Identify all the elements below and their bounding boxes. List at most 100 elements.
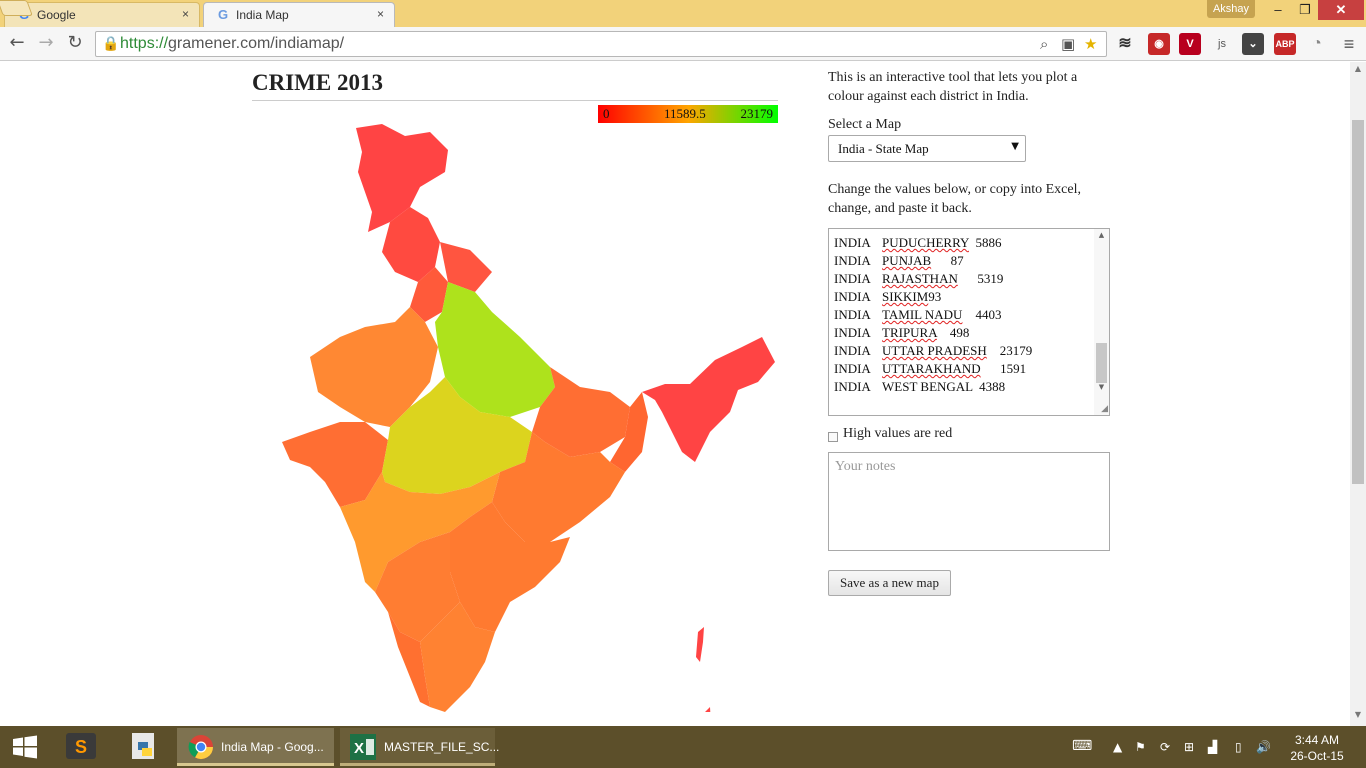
excel-icon: X	[350, 734, 376, 760]
taskbar-excel-window[interactable]: X MASTER_FILE_SC...	[340, 728, 499, 766]
url-text: https://gramener.com/indiamap/	[120, 35, 345, 52]
adblock-extension-icon[interactable]: ABP	[1274, 33, 1296, 55]
data-textarea[interactable]: INDIA PUDUCHERRY 5886 INDIA PUNJAB 87 INDI…	[828, 228, 1110, 416]
region-chhattisgarh-odisha[interactable]	[492, 432, 625, 542]
data-row: INDIA TRIPURA 498	[834, 325, 970, 340]
legend-max: 23179	[740, 106, 774, 121]
region-northeast[interactable]	[642, 337, 775, 462]
vivaldi-extension-icon[interactable]: V	[1179, 33, 1201, 55]
battery-icon[interactable]: ▯	[1235, 740, 1242, 754]
region-tamil-nadu[interactable]	[420, 602, 495, 712]
scroll-down-icon[interactable]: ▼	[1098, 383, 1105, 391]
notes-textarea[interactable]: Your notes	[828, 452, 1110, 551]
profile-button[interactable]: Akshay	[1207, 0, 1255, 18]
region-telangana-andhra[interactable]	[450, 502, 570, 632]
region-gujarat[interactable]	[282, 422, 388, 507]
map-select-dropdown[interactable]: India - State Map ▼	[828, 135, 1026, 162]
tab-title: India Map	[236, 8, 289, 22]
minimize-button[interactable]: –	[1274, 2, 1282, 17]
menu-icon[interactable]: ≡	[1343, 34, 1355, 54]
map-select-value: India - State Map	[838, 141, 929, 156]
region-haryana-delhi[interactable]	[410, 267, 448, 322]
windows-tray-icon[interactable]: ⊞	[1184, 740, 1195, 754]
page-action-icon[interactable]: ▣	[1061, 35, 1076, 53]
sublime-text-icon[interactable]: S	[60, 730, 104, 764]
india-map[interactable]	[270, 122, 790, 712]
region-kerala[interactable]	[388, 612, 430, 707]
select-map-label: Select a Map	[828, 117, 902, 132]
textarea-scroll-thumb[interactable]	[1096, 343, 1107, 383]
extension-red-icon[interactable]: ◉	[1148, 33, 1170, 55]
show-hidden-icons-icon[interactable]: ▲	[1113, 740, 1123, 754]
zoom-icon[interactable]: ⌕	[1040, 35, 1049, 53]
tab-title: Google	[37, 8, 76, 22]
tab-india-map[interactable]: G India Map ×	[203, 2, 395, 28]
close-tab-icon[interactable]: ×	[181, 7, 189, 21]
data-row: INDIA UTTAR PRADESH 23179	[834, 343, 1033, 358]
network-icon[interactable]: ▟	[1208, 740, 1218, 754]
lock-icon: 🔒	[102, 36, 120, 52]
clock-time: 3:44 AM	[1294, 733, 1340, 747]
action-center-flag-icon[interactable]: ⚑	[1135, 740, 1146, 754]
task-label: India Map - Goog...	[221, 740, 324, 754]
forward-icon[interactable]: →	[38, 32, 54, 53]
data-row: INDIA UTTARAKHAND 1591	[834, 361, 1027, 376]
save-map-button[interactable]: Save as a new map	[828, 570, 951, 596]
region-islands[interactable]	[696, 627, 711, 712]
python-icon[interactable]	[122, 730, 166, 764]
reload-icon[interactable]: ↻	[67, 32, 83, 53]
title-divider	[252, 100, 778, 101]
map-title: CRIME 2013	[252, 70, 383, 95]
region-madhya-pradesh[interactable]	[382, 377, 532, 494]
change-values-text: Change the values below, or copy into Ex…	[828, 182, 1081, 216]
legend-mid: 11589.5	[664, 106, 706, 121]
intro-text: This is an interactive tool that lets yo…	[828, 70, 1078, 104]
windows-start-icon[interactable]	[0, 726, 50, 768]
region-rajasthan[interactable]	[310, 307, 438, 427]
textarea-scrollbar[interactable]: ▲ ▼	[1094, 229, 1109, 415]
data-row: INDIA WEST BENGAL 4388	[834, 379, 1006, 394]
color-legend: 0 11589.5 23179	[598, 105, 778, 123]
volume-icon[interactable]: 🔊	[1256, 740, 1271, 754]
high-values-label: High values are red	[843, 426, 953, 441]
region-himachal-punjab[interactable]	[382, 207, 440, 282]
close-tab-icon[interactable]: ×	[376, 7, 384, 21]
data-row: INDIA RAJASTHAN 5319	[834, 271, 1004, 286]
close-window-button[interactable]: ✕	[1318, 0, 1364, 20]
tab-google[interactable]: G Google ×	[4, 2, 200, 28]
region-uttar-pradesh[interactable]	[435, 282, 555, 417]
svg-text:S: S	[75, 737, 87, 757]
high-values-checkbox[interactable]	[828, 432, 838, 442]
scroll-down-icon[interactable]: ▼	[1354, 710, 1362, 719]
region-jammu-kashmir[interactable]	[356, 124, 448, 232]
task-label: MASTER_FILE_SC...	[384, 740, 500, 754]
resize-grip-icon[interactable]: ◢	[1101, 404, 1108, 414]
region-karnataka[interactable]	[375, 532, 460, 642]
bookmark-star-icon[interactable]: ★	[1084, 35, 1098, 53]
address-bar[interactable]: 🔒 https://gramener.com/indiamap/ ⌕ ▣ ★	[95, 31, 1107, 57]
page-scroll-thumb[interactable]	[1352, 120, 1364, 484]
region-maharashtra[interactable]	[340, 472, 500, 592]
scroll-up-icon[interactable]: ▲	[1098, 231, 1105, 239]
new-tab-button[interactable]	[0, 0, 33, 16]
chrome-icon	[188, 735, 213, 760]
region-west-bengal[interactable]	[610, 392, 648, 472]
region-bihar-jharkhand[interactable]	[532, 367, 630, 457]
data-row: INDIA PUDUCHERRY 5886	[834, 235, 1002, 250]
sync-tray-icon[interactable]: ⟳	[1160, 740, 1171, 754]
system-clock[interactable]: 3:44 AM 26-Oct-15	[1284, 732, 1350, 764]
dropdown-arrow-icon: ▼	[1011, 141, 1019, 152]
svg-text:X: X	[354, 740, 364, 757]
keyboard-icon[interactable]: ⌨	[1072, 738, 1093, 754]
region-uttarakhand[interactable]	[440, 242, 492, 292]
taskbar-chrome-window[interactable]: India Map - Goog...	[177, 728, 334, 766]
maximize-button[interactable]: ❐	[1299, 2, 1311, 17]
back-icon[interactable]: ←	[9, 32, 25, 53]
buffer-extension-icon[interactable]: ≋	[1118, 35, 1132, 52]
js-extension-icon[interactable]: js	[1218, 38, 1226, 50]
legend-min: 0	[603, 106, 610, 121]
pocket-extension-icon[interactable]: ⌄	[1242, 33, 1264, 55]
page-scrollbar[interactable]: ▲ ▼	[1350, 62, 1366, 726]
sync-extension-icon[interactable]: ◔	[1312, 35, 1322, 52]
scroll-up-icon[interactable]: ▲	[1354, 64, 1362, 73]
